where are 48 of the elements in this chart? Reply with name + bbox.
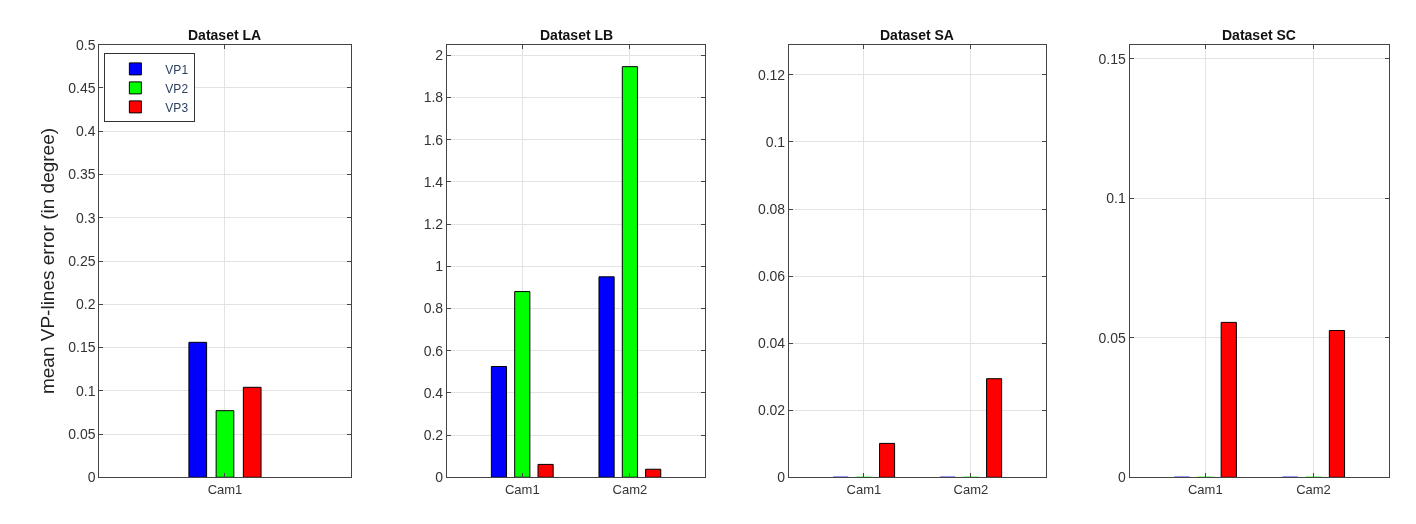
y-tick-label: 0.1 — [765, 133, 786, 150]
legend-label: VP2 — [165, 81, 189, 96]
legend-label: VP3 — [165, 100, 189, 115]
y-tick-label: 0.4 — [423, 384, 444, 401]
x-tick-label: Cam1 — [207, 481, 243, 497]
x-tick-label: Cam2 — [612, 481, 648, 497]
chart-title: Dataset LA — [188, 27, 262, 43]
y-tick-label: 0.2 — [423, 426, 444, 443]
x-tick-label: Cam1 — [1187, 481, 1223, 497]
y-axis-title: mean VP-lines error (in degree) — [37, 127, 59, 395]
chart-title: Dataset SA — [880, 27, 954, 43]
chart-title: Dataset SC — [1222, 27, 1296, 43]
y-tick-label: 0.15 — [68, 339, 96, 356]
y-tick-label: 1 — [435, 258, 444, 275]
y-tick-label: 0.08 — [757, 200, 786, 217]
x-tick-label: Cam1 — [504, 481, 540, 497]
y-tick-label: 0.2 — [76, 296, 96, 313]
y-tick-label: 0 — [87, 469, 96, 486]
y-tick-label: 1.4 — [423, 173, 444, 190]
y-tick-label: 0.4 — [76, 123, 96, 140]
y-tick-label: 1.6 — [423, 131, 444, 148]
y-tick-label: 0.05 — [68, 425, 96, 442]
y-tick-label: 0 — [777, 469, 786, 486]
x-tick-label: Cam2 — [953, 481, 989, 497]
y-tick-label: 2 — [435, 47, 444, 64]
y-tick-label: 0.02 — [757, 402, 786, 419]
y-tick-label: 0 — [1118, 469, 1126, 486]
x-tick-label: Cam1 — [846, 481, 882, 497]
y-tick-label: 0.1 — [1106, 190, 1126, 207]
y-tick-label: 0.12 — [757, 66, 786, 83]
y-tick-label: 0.45 — [68, 79, 96, 96]
y-tick-label: 0.5 — [76, 36, 96, 53]
y-tick-label: 0.25 — [68, 252, 96, 269]
y-tick-label: 0.15 — [1098, 50, 1126, 67]
y-tick-label: 0.05 — [1098, 329, 1126, 346]
chart-title: Dataset LB — [540, 27, 614, 43]
y-tick-label: 0.6 — [423, 342, 444, 359]
x-tick-label: Cam2 — [1296, 481, 1331, 497]
y-tick-label: 0.04 — [757, 335, 786, 352]
y-tick-label: 0.35 — [68, 166, 96, 183]
y-tick-label: 0.8 — [423, 300, 444, 317]
legend-label: VP1 — [165, 62, 189, 77]
y-tick-label: 0.06 — [757, 267, 786, 284]
y-tick-label: 0.3 — [76, 209, 96, 226]
y-tick-label: 0 — [435, 469, 444, 486]
y-tick-label: 1.8 — [423, 89, 444, 106]
y-tick-label: 1.2 — [423, 215, 444, 232]
y-tick-label: 0.1 — [76, 382, 96, 399]
